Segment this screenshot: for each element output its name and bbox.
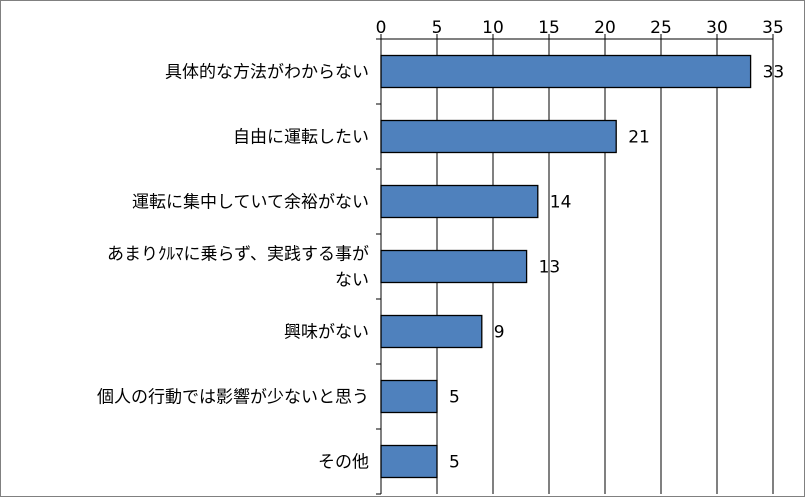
bar [380, 314, 483, 349]
x-tick-label: 20 [594, 18, 616, 38]
bar [380, 379, 438, 414]
category-label: ない [335, 271, 369, 291]
category-label: あまりｸﾙﾏに乗らず、実践する事が [107, 245, 369, 265]
x-tick-label: 25 [650, 18, 672, 38]
data-label: 14 [550, 193, 572, 213]
bar [380, 249, 528, 284]
data-label: 9 [494, 323, 505, 343]
x-tick-label: 35 [762, 18, 784, 38]
category-label: 興味がない [284, 323, 369, 343]
category-label: その他 [318, 453, 369, 473]
category-label: 具体的な方法がわからない [165, 63, 369, 83]
data-label: 5 [449, 388, 460, 408]
data-label: 21 [628, 128, 650, 148]
data-label: 13 [539, 258, 561, 278]
data-label: 33 [763, 63, 785, 83]
data-label: 5 [449, 453, 460, 473]
x-tick-label: 30 [706, 18, 728, 38]
x-tick-label: 15 [538, 18, 560, 38]
x-tick-label: 5 [432, 18, 443, 38]
bar [380, 54, 752, 89]
bar [380, 184, 539, 219]
bar [380, 444, 438, 479]
category-label: 運転に集中していて余裕がない [132, 193, 369, 213]
bar [380, 119, 617, 154]
category-label: 自由に運転したい [233, 128, 369, 148]
x-tick-label: 10 [482, 18, 504, 38]
x-tick-label: 0 [376, 18, 387, 38]
category-label: 個人の行動では影響が少ないと思う [97, 388, 369, 408]
